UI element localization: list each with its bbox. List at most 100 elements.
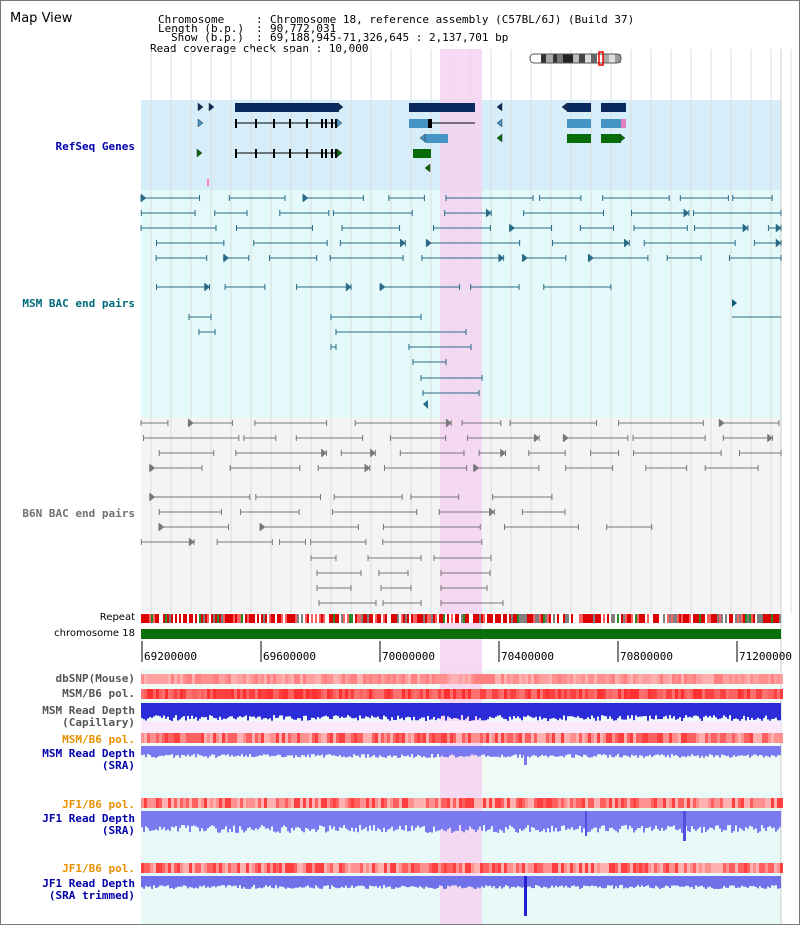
pol-segment [411,863,414,873]
pol-segment [591,689,594,699]
pol-segment [573,674,576,684]
pol-segment [495,863,498,873]
pol-segment [249,674,252,684]
pol-segment [519,863,522,873]
depth-bar [439,811,441,831]
depth-bar [307,811,309,829]
pol-segment [636,689,639,699]
depth-bar [391,703,393,718]
depth-bar [549,703,551,719]
pol-segment [624,798,627,808]
depth-bar [249,876,251,889]
msm-b6-pol-label[interactable]: MSM/B6 pol. [62,687,135,700]
b6n-bac-label[interactable]: B6N BAC end pairs [22,507,135,520]
jf1-pol-label[interactable]: JF1/B6 pol. [62,798,135,811]
dbsnp-label[interactable]: dbSNP(Mouse) [55,672,135,685]
pol-segment [150,733,153,743]
repeat-mark [719,614,721,623]
pol-segment [192,733,195,743]
repeat-mark [531,614,533,623]
depth-bar [759,876,761,887]
depth-bar [301,746,303,755]
depth-bar [779,746,781,756]
msm-b6-pol-sra-label[interactable]: MSM/B6 pol. [62,733,135,746]
pol-segment [177,733,180,743]
pol-segment [486,674,489,684]
depth-bar [339,876,341,888]
pol-segment [324,674,327,684]
pol-segment [144,733,147,743]
pol-segment [477,733,480,743]
pol-segment [210,674,213,684]
pol-segment [489,863,492,873]
pol-segment [663,798,666,808]
pol-segment [285,674,288,684]
depth-bar [231,703,233,717]
depth-bar [197,746,199,755]
pol-segment [723,798,726,808]
depth-bar [639,811,641,829]
gene-arrow [496,118,503,128]
jf1-pol-trim-label[interactable]: JF1/B6 pol. [62,862,135,875]
pol-segment [219,689,222,699]
depth-bar [357,811,359,833]
bac-arrow [719,418,725,428]
pol-segment [246,863,249,873]
depth-bar [243,876,245,888]
bac-arrow [533,433,540,443]
depth-bar [641,876,643,886]
depth-bar [149,746,151,756]
depth-bar [777,746,779,756]
tick-label: 70400000 [501,650,554,663]
pol-segment [498,733,501,743]
depth-bar [631,703,633,716]
pol-segment [780,674,783,684]
depth-bar [219,703,221,717]
repeat-mark [381,614,383,623]
jf1-depth-trim-label[interactable]: JF1 Read Depth [42,877,135,890]
repeat-mark [367,614,369,623]
pol-segment [468,689,471,699]
depth-bar [447,746,449,758]
depth-bar [159,811,161,827]
depth-bar [317,876,319,888]
depth-bar [461,876,463,889]
pol-segment [258,798,261,808]
jf1-depth-trim-sub: (SRA trimmed) [48,889,135,902]
depth-bar [779,811,781,828]
jf1-depth-sra-label[interactable]: JF1 Read Depth [42,812,135,825]
depth-bar [419,703,421,719]
pol-segment [774,733,777,743]
pol-segment [663,863,666,873]
repeat-mark [583,614,585,623]
msm-depth-cap-label[interactable]: MSM Read Depth [42,704,135,717]
pol-segment [537,798,540,808]
pol-segment [357,689,360,699]
depth-bar [455,703,457,718]
pol-segment [183,689,186,699]
pol-segment [294,863,297,873]
pol-segment [552,674,555,684]
msm-bac-label[interactable]: MSM BAC end pairs [22,297,135,310]
depth-bar [705,811,707,832]
pol-segment [657,798,660,808]
depth-bar [733,746,735,756]
depth-bar [309,703,311,721]
repeat-mark [319,614,321,623]
refseq-label[interactable]: RefSeq Genes [55,140,135,153]
depth-bar [157,746,159,757]
repeat-mark [329,614,331,623]
pol-segment [564,798,567,808]
pol-segment [585,674,588,684]
depth-bar [295,746,297,756]
depth-bar [239,811,241,827]
depth-bar [653,746,655,756]
pol-segment [174,674,177,684]
depth-bar [703,746,705,758]
depth-bar [527,811,529,826]
pol-segment [417,863,420,873]
depth-bar [763,876,765,889]
msm-depth-sra-label[interactable]: MSM Read Depth [42,747,135,760]
pol-segment [339,689,342,699]
